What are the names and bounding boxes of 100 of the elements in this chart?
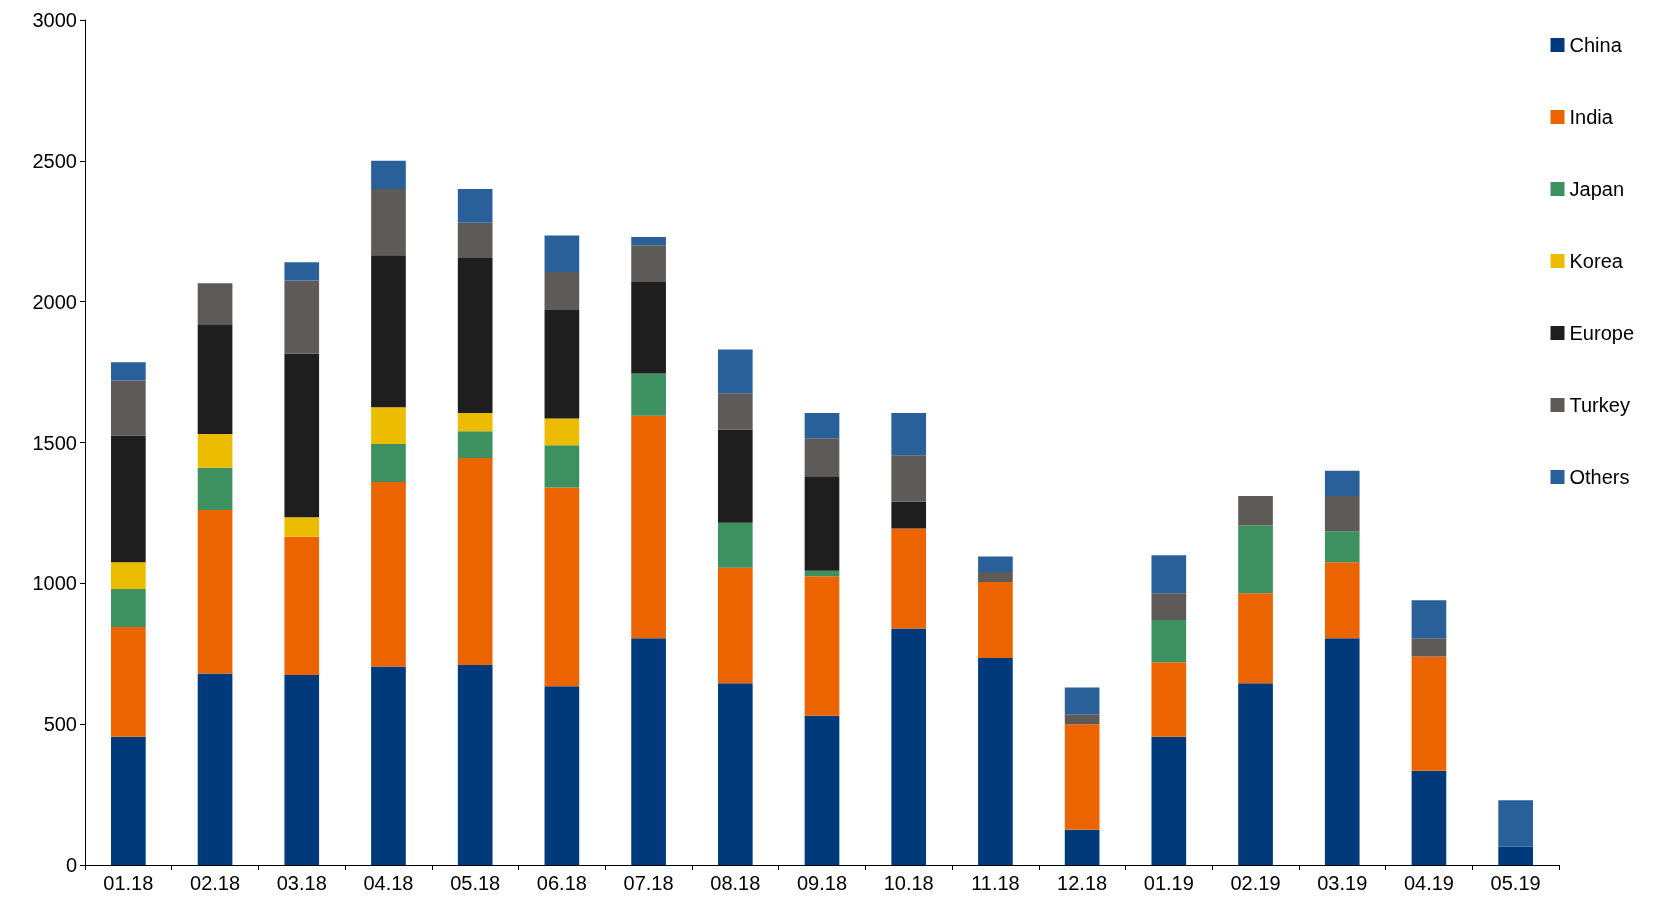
bar xyxy=(197,283,233,325)
bar xyxy=(371,189,406,256)
bar xyxy=(804,412,840,439)
bar xyxy=(544,310,580,419)
legend-label: Europe xyxy=(1569,322,1635,344)
bar xyxy=(804,438,840,477)
bar xyxy=(1411,656,1447,771)
x-tick-label: 04.19 xyxy=(1403,872,1454,894)
bar xyxy=(1151,619,1187,663)
bar xyxy=(1324,531,1360,563)
bar xyxy=(111,362,146,381)
bar xyxy=(457,665,493,865)
bar xyxy=(284,674,320,865)
legend-label: India xyxy=(1569,106,1614,128)
y-tick-label: 500 xyxy=(43,713,77,736)
bar xyxy=(544,418,580,446)
bar xyxy=(111,736,146,865)
bar xyxy=(1324,496,1360,532)
bar xyxy=(371,666,406,865)
bar xyxy=(457,222,493,259)
bar xyxy=(457,258,493,413)
bar xyxy=(631,638,666,865)
bar xyxy=(457,457,493,666)
legend-label: Japan xyxy=(1569,178,1625,200)
x-tick-label: 03.18 xyxy=(276,872,327,894)
bar xyxy=(978,556,1013,573)
bar xyxy=(284,517,320,537)
bar xyxy=(717,567,753,684)
bar xyxy=(111,562,146,589)
x-tick-label: 07.18 xyxy=(623,872,674,894)
bar xyxy=(631,373,666,416)
bar xyxy=(284,536,320,675)
bar xyxy=(111,435,146,563)
bar xyxy=(891,412,927,456)
bar xyxy=(457,189,493,223)
bar xyxy=(197,324,233,435)
y-tick-label: 0 xyxy=(65,854,77,876)
bar xyxy=(891,628,927,865)
bar xyxy=(631,281,666,374)
bar xyxy=(544,487,580,687)
bar xyxy=(891,455,927,502)
x-tick-label: 02.18 xyxy=(190,872,241,894)
bar xyxy=(717,429,753,523)
bar xyxy=(1324,638,1360,865)
x-tick-label: 06.18 xyxy=(536,872,587,894)
bar xyxy=(978,581,1013,658)
legend-label: Turkey xyxy=(1569,394,1630,416)
bar xyxy=(1411,600,1447,639)
x-tick-label: 05.19 xyxy=(1490,872,1541,894)
bar xyxy=(717,393,753,430)
bar xyxy=(631,236,666,246)
x-tick-label: 09.18 xyxy=(796,872,848,894)
bar xyxy=(457,412,493,432)
x-tick-label: 12.18 xyxy=(1057,872,1108,894)
legend-label: China xyxy=(1569,34,1623,56)
bar xyxy=(111,626,146,737)
bar xyxy=(1238,683,1273,865)
bar xyxy=(1238,496,1273,526)
bar xyxy=(371,443,406,482)
bar xyxy=(197,673,233,865)
bar xyxy=(111,588,146,627)
bar xyxy=(284,353,320,518)
bar xyxy=(457,431,493,458)
bar xyxy=(631,415,666,639)
bar xyxy=(371,160,406,189)
bar xyxy=(717,349,753,394)
bar xyxy=(544,686,580,865)
bar xyxy=(197,467,233,511)
bar xyxy=(804,476,840,571)
bar xyxy=(1151,555,1187,594)
bar xyxy=(804,576,840,716)
bar xyxy=(1324,470,1360,497)
x-tick-label: 05.18 xyxy=(450,872,501,894)
bar xyxy=(371,481,406,667)
bar xyxy=(1411,638,1447,657)
bar xyxy=(1151,662,1187,737)
x-tick-label: 08.18 xyxy=(710,872,761,894)
y-tick-label: 2000 xyxy=(32,290,77,313)
x-tick-label: 11.18 xyxy=(971,872,1020,894)
bar xyxy=(717,522,753,568)
legend-label: Others xyxy=(1569,466,1630,488)
bar xyxy=(978,657,1013,865)
legend-label: Korea xyxy=(1569,250,1624,272)
bar xyxy=(1064,714,1100,725)
bar xyxy=(1064,724,1100,830)
bar xyxy=(804,715,840,865)
bar xyxy=(1064,687,1100,715)
bar xyxy=(1064,829,1100,865)
x-tick-label: 04.18 xyxy=(363,872,414,894)
bar xyxy=(284,262,320,281)
bar xyxy=(544,235,580,273)
bar xyxy=(631,245,666,282)
bar xyxy=(544,272,580,311)
bar xyxy=(1411,770,1447,865)
bar xyxy=(544,445,580,488)
bar xyxy=(1324,562,1360,639)
x-tick-label: 01.18 xyxy=(103,872,154,894)
bar xyxy=(1151,593,1187,620)
bar xyxy=(197,434,233,468)
y-tick-label: 1000 xyxy=(32,572,77,595)
